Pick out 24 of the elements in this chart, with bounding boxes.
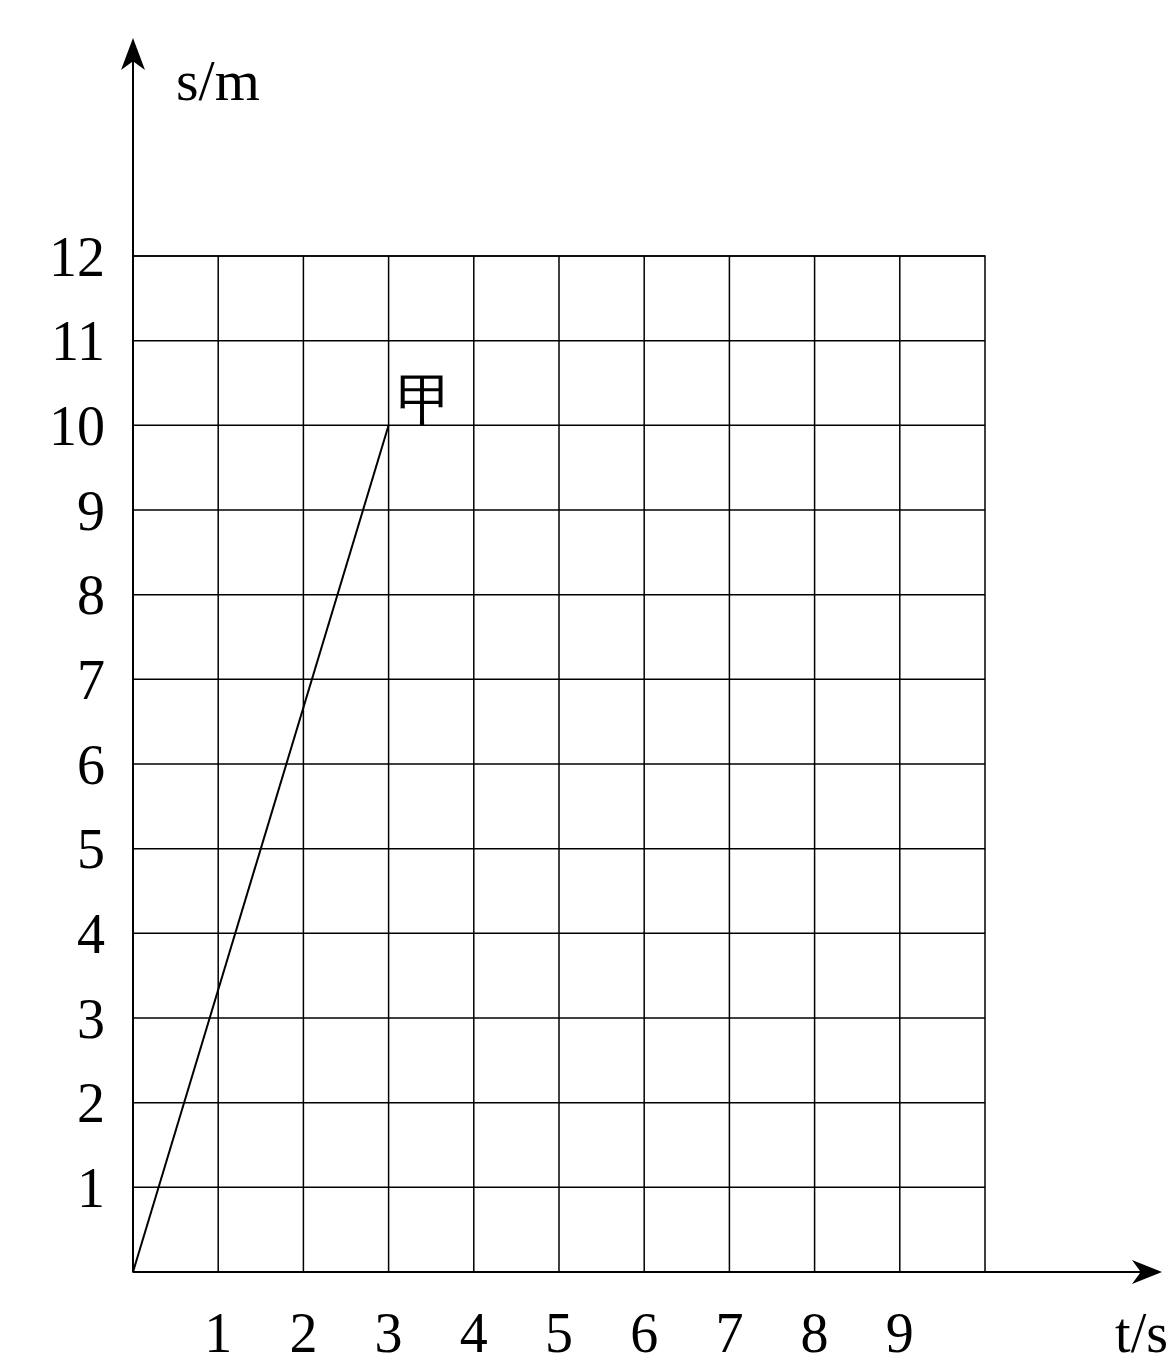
x-axis-title: t/s [1115,1302,1168,1364]
y-tick-label: 8 [77,564,105,627]
x-tick-label: 8 [800,1302,829,1364]
y-tick-label: 9 [77,479,105,542]
y-tick-label: 11 [51,310,105,373]
x-tick-label: 7 [715,1302,744,1364]
y-tick-label: 4 [77,902,105,965]
y-tick-label: 10 [49,394,105,457]
series-label: 甲 [396,367,453,433]
x-tick-label: 6 [630,1302,659,1364]
x-tick-label: 4 [459,1302,488,1364]
x-tick-label: 9 [885,1302,914,1364]
y-tick-label: 5 [77,818,105,881]
x-tick-label: 5 [545,1302,573,1364]
y-axis-title: s/m [176,48,260,113]
y-tick-label: 2 [77,1072,105,1135]
x-tick-label: 2 [289,1302,318,1364]
y-tick-label: 3 [77,987,105,1050]
x-tick-label: 1 [204,1302,233,1364]
y-tick-label: 1 [77,1156,105,1219]
y-tick-label: 7 [77,648,105,711]
y-tick-label: 6 [77,733,105,796]
y-tick-label: 12 [49,225,105,288]
x-tick-label: 3 [374,1302,403,1364]
